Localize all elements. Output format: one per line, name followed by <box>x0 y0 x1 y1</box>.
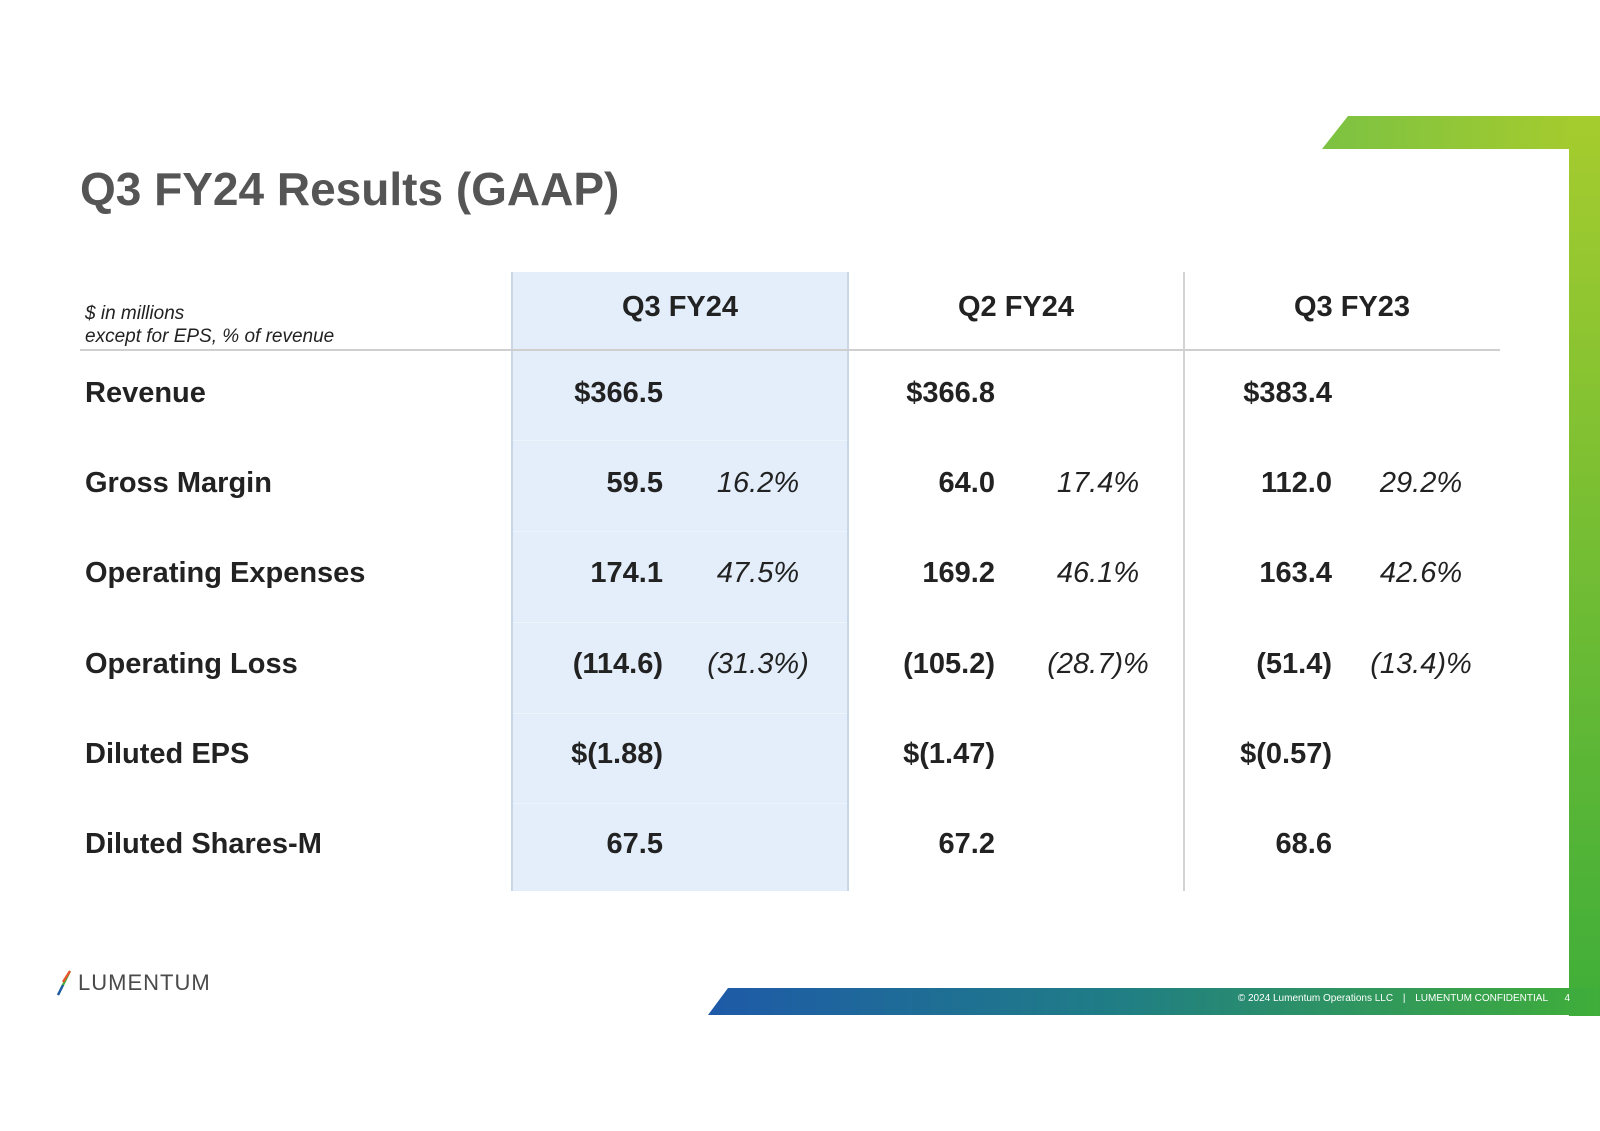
table-cell-percent: 42.6% <box>1379 557 1463 589</box>
table-cell-value: $383.4 <box>1243 377 1332 409</box>
table-cell-percent: 17.4% <box>1056 467 1140 499</box>
top-green-band <box>1322 116 1600 149</box>
table-cell-percent: (13.4)% <box>1370 648 1472 680</box>
footer-separator: | <box>1402 993 1406 1004</box>
highlighted-column-q3-fy24 <box>511 272 848 891</box>
table-cell-value: 169.2 <box>922 557 995 589</box>
table-cell-value: $366.8 <box>906 377 995 409</box>
table-cell-value: $(0.57) <box>1240 738 1332 770</box>
table-cell-value: $366.5 <box>574 377 663 409</box>
table-cell-value: 112.0 <box>1261 467 1332 499</box>
table-cell-value: (51.4) <box>1256 648 1332 680</box>
table-cell-percent: 46.1% <box>1056 557 1140 589</box>
table-cell-value: 64.0 <box>938 467 995 499</box>
row-label-revenue: Revenue <box>85 377 206 409</box>
footer-gradient-bar <box>708 988 1600 1015</box>
table-cell-value: (114.6) <box>572 648 663 680</box>
logo-wordmark: LUMENTUM <box>78 970 211 995</box>
column-header-q3-fy24: Q3 FY24 <box>621 291 739 323</box>
row-label-diluted-eps: Diluted EPS <box>85 738 250 770</box>
column-divider <box>511 272 513 891</box>
footer: © 2024 Lumentum Operations LLC | LUMENTU… <box>1238 993 1570 1004</box>
row-label-diluted-shares: Diluted Shares-M <box>85 828 322 860</box>
lumentum-logo: LUMENTUM <box>54 966 211 1000</box>
highlight-row-separator <box>511 713 848 714</box>
table-cell-value: $(1.88) <box>571 738 663 770</box>
highlight-row-separator <box>511 440 848 441</box>
units-note-line-1: $ in millions <box>85 303 185 324</box>
table-cell-percent: (28.7)% <box>1047 648 1149 680</box>
column-divider <box>1183 272 1185 891</box>
table-cell-value: 59.5 <box>606 467 663 499</box>
footer-confidential: LUMENTUM CONFIDENTIAL <box>1415 993 1548 1004</box>
highlight-row-separator <box>511 622 848 623</box>
highlight-row-separator <box>511 803 848 804</box>
table-cell-value: 67.5 <box>606 828 663 860</box>
table-cell-value: 163.4 <box>1259 557 1332 589</box>
column-header-q3-fy23: Q3 FY23 <box>1293 291 1411 323</box>
footer-copyright: © 2024 Lumentum Operations LLC <box>1237 993 1394 1004</box>
right-green-band <box>1569 116 1600 1016</box>
header-rule <box>80 349 1500 351</box>
table-cell-percent: 16.2% <box>716 467 800 499</box>
table-cell-value: (105.2) <box>903 648 995 680</box>
page-number: 4 <box>1564 993 1570 1004</box>
table-cell-percent: (31.3%) <box>707 648 809 680</box>
row-label-gross-margin: Gross Margin <box>85 467 272 499</box>
units-note: $ in millions except for EPS, % of reven… <box>85 302 334 348</box>
units-note-line-2: except for EPS, % of revenue <box>85 326 335 347</box>
page-title: Q3 FY24 Results (GAAP) <box>80 163 620 215</box>
column-divider <box>847 272 849 891</box>
table-cell-value: $(1.47) <box>903 738 995 770</box>
column-header-q2-fy24: Q2 FY24 <box>957 291 1075 323</box>
table-cell-value: 67.2 <box>938 828 995 860</box>
row-label-operating-expenses: Operating Expenses <box>85 557 366 589</box>
row-label-operating-loss: Operating Loss <box>85 648 298 680</box>
highlight-row-separator <box>511 531 848 532</box>
table-cell-percent: 47.5% <box>716 557 800 589</box>
table-cell-value: 68.6 <box>1275 828 1332 860</box>
table-cell-value: 174.1 <box>590 557 663 589</box>
lumentum-mark-icon <box>56 970 72 996</box>
table-cell-percent: 29.2% <box>1379 467 1463 499</box>
